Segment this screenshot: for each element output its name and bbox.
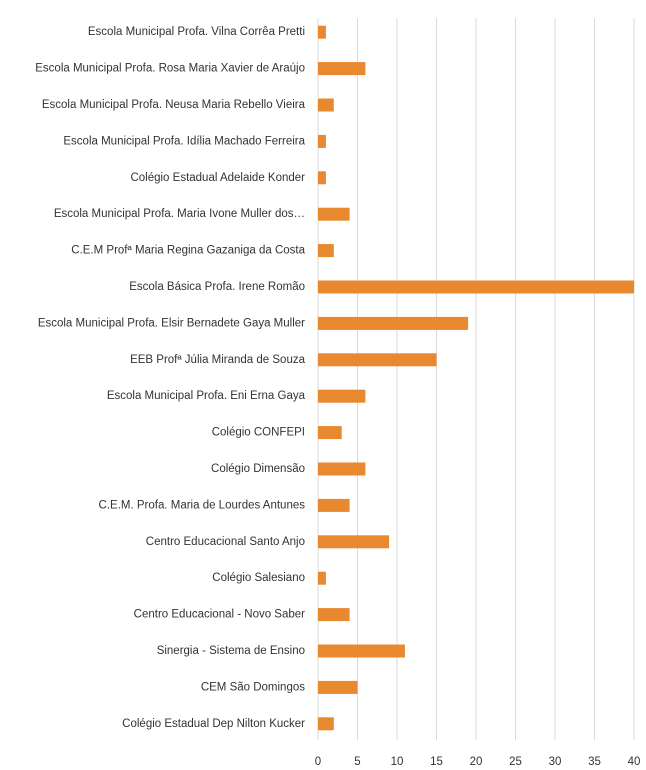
bar xyxy=(318,244,334,258)
y-tick-label: Colégio Salesiano xyxy=(212,572,305,584)
y-tick-label: Colégio Estadual Dep Nilton Kucker xyxy=(122,718,305,730)
bar xyxy=(318,498,350,512)
y-tick-label: Colégio Dimensão xyxy=(211,463,305,475)
y-tick-label: Escola Municipal Profa. Idília Machado F… xyxy=(63,135,305,147)
bar xyxy=(318,134,326,148)
x-tick-label: 40 xyxy=(628,756,641,768)
x-tick-label: 15 xyxy=(430,756,443,768)
bar xyxy=(318,98,334,112)
x-tick-label: 30 xyxy=(549,756,562,768)
y-tick-label: C.E.M. Profa. Maria de Lourdes Antunes xyxy=(99,499,306,511)
x-tick-label: 20 xyxy=(470,756,483,768)
bar xyxy=(318,316,469,330)
y-tick-label: Escola Municipal Profa. Eni Erna Gaya xyxy=(107,390,306,402)
bar xyxy=(318,25,326,39)
y-tick-label: Colégio CONFEPI xyxy=(212,427,305,439)
y-tick-label: Escola Municipal Profa. Elsir Bernadete … xyxy=(38,317,305,329)
bar xyxy=(318,535,390,549)
bar xyxy=(318,717,334,731)
bar xyxy=(318,280,634,294)
bar xyxy=(318,462,366,476)
y-tick-label: Centro Educacional - Novo Saber xyxy=(134,609,305,621)
bar xyxy=(318,389,366,403)
y-tick-label: Colégio Estadual Adelaide Konder xyxy=(130,172,305,184)
y-tick-label: Escola Municipal Profa. Maria Ivone Mull… xyxy=(54,208,305,220)
y-tick-label: EEB Profª Júlia Miranda de Souza xyxy=(130,354,306,366)
y-tick-label: Centro Educacional Santo Anjo xyxy=(146,536,305,548)
bar xyxy=(318,571,326,585)
bar xyxy=(318,426,342,440)
y-tick-label: C.E.M Profª Maria Regina Gazaniga da Cos… xyxy=(71,245,305,257)
x-tick-label: 25 xyxy=(509,756,522,768)
y-tick-label: Escola Básica Profa. Irene Romão xyxy=(129,281,305,293)
bar xyxy=(318,353,437,367)
bar xyxy=(318,680,358,694)
x-tick-label: 5 xyxy=(354,756,360,768)
x-tick-label: 0 xyxy=(315,756,321,768)
y-tick-label: Sinergia - Sistema de Ensino xyxy=(157,645,305,657)
y-tick-label: Escola Municipal Profa. Vilna Corrêa Pre… xyxy=(88,26,305,38)
bar xyxy=(318,62,366,76)
bar xyxy=(318,171,326,185)
bar xyxy=(318,608,350,622)
x-tick-label: 10 xyxy=(391,756,404,768)
bar xyxy=(318,644,405,658)
y-tick-label: Escola Municipal Profa. Neusa Maria Rebe… xyxy=(42,99,306,111)
y-tick-label: CEM São Domingos xyxy=(201,681,305,693)
bar xyxy=(318,207,350,221)
y-tick-label: Escola Municipal Profa. Rosa Maria Xavie… xyxy=(35,63,305,75)
x-tick-label: 35 xyxy=(588,756,601,768)
